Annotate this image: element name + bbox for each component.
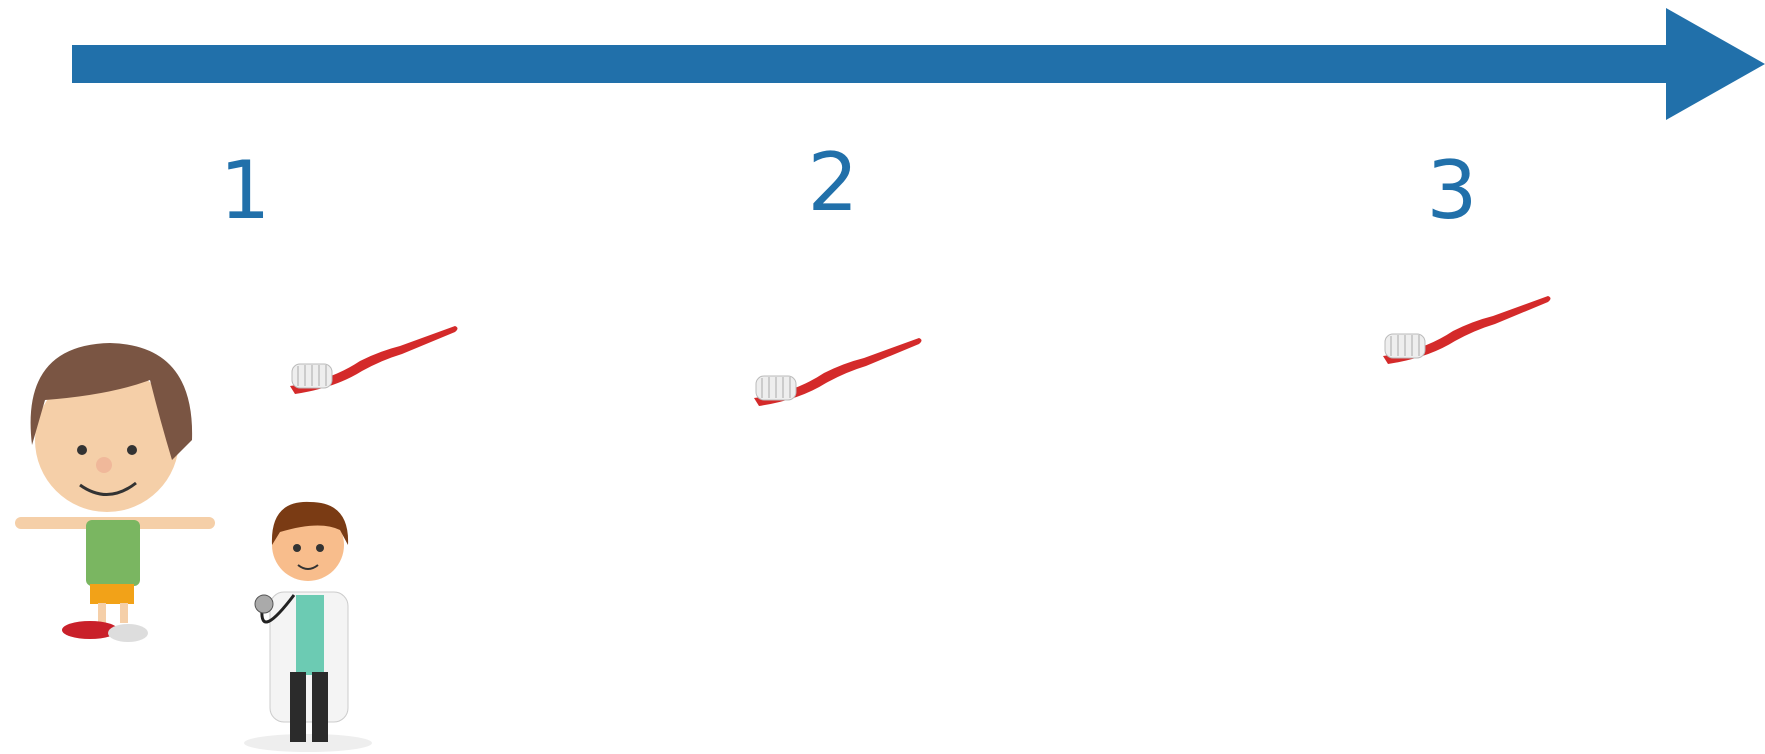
toothbrush [754, 338, 922, 406]
step-number: 3 [1427, 144, 1478, 237]
slide: 1 2 3 [0, 0, 1765, 754]
step-number: 2 [808, 136, 859, 229]
doctor-illustration [244, 502, 372, 752]
timeline-arrow [72, 8, 1765, 120]
toothbrush [290, 326, 458, 394]
page: 1 2 3 [0, 0, 1765, 754]
toothbrush [1383, 296, 1551, 364]
step-number: 1 [220, 144, 271, 237]
boy-illustration [15, 343, 215, 642]
